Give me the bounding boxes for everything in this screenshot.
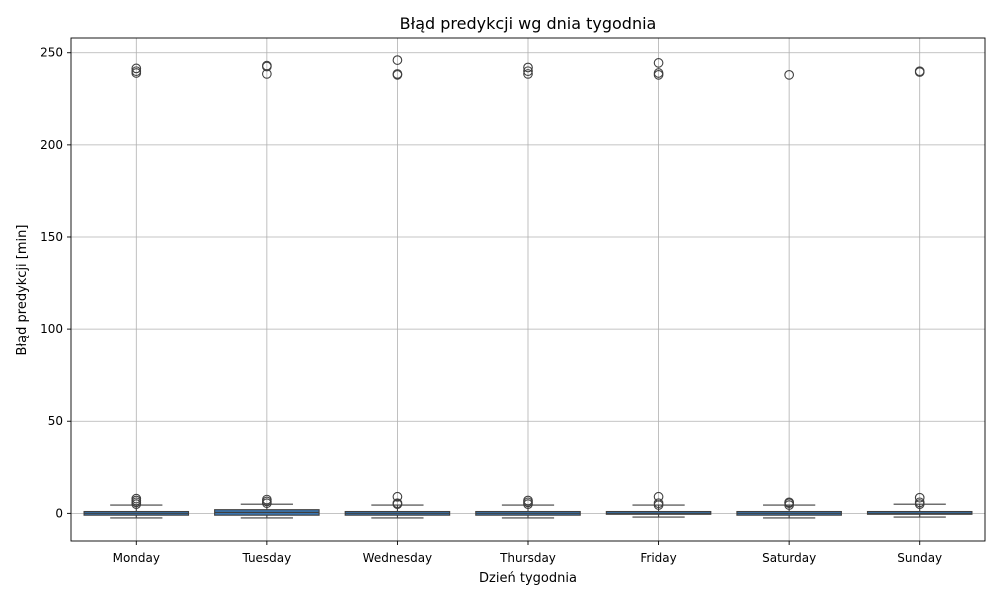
flier-point xyxy=(262,494,272,505)
flier-point xyxy=(523,69,533,79)
box-group-monday xyxy=(83,63,190,519)
flier-point xyxy=(523,66,533,77)
flier-point xyxy=(392,498,403,509)
flier-point xyxy=(784,497,794,508)
flier-point xyxy=(784,69,794,80)
flier-point xyxy=(131,66,142,77)
flier-point xyxy=(131,493,142,504)
axes: 0 50 100 150 200 250 Monday Tuesday Wednesday Thu… xyxy=(40,37,986,565)
plot-area xyxy=(83,55,973,519)
x-tick-label: Monday xyxy=(113,551,160,565)
box-group-tuesday xyxy=(214,60,320,519)
y-tick-label: 250 xyxy=(40,46,63,60)
box-group-saturday xyxy=(736,69,842,519)
flier-point xyxy=(653,68,664,78)
flier-point xyxy=(653,58,664,68)
y-tick-label: 100 xyxy=(40,322,63,336)
x-axis-label: Dzień tygodnia xyxy=(479,571,577,586)
y-tick-label: 50 xyxy=(48,414,63,428)
grid xyxy=(71,38,985,541)
flier-point xyxy=(523,62,533,73)
x-tick-label: Thursday xyxy=(499,551,556,565)
x-tick-label: Friday xyxy=(640,551,676,565)
y-axis-label: Błąd predykcji [min] xyxy=(15,225,30,356)
flier-point xyxy=(392,69,403,79)
flier-point xyxy=(914,497,925,508)
flier-point xyxy=(653,498,664,509)
y-tick-label: 200 xyxy=(40,138,63,152)
box-group-sunday xyxy=(866,66,973,518)
flier-point xyxy=(653,491,664,502)
x-tick-label: Tuesday xyxy=(241,551,291,565)
flier-point xyxy=(914,492,925,503)
y-tick-label: 0 xyxy=(55,506,63,520)
flier-point xyxy=(131,63,142,74)
y-tick-label: 150 xyxy=(40,230,63,244)
x-tick-label: Saturday xyxy=(762,551,816,565)
flier-point xyxy=(392,55,403,65)
box-group-friday xyxy=(605,58,712,518)
flier-point xyxy=(523,495,533,506)
box-group-thursday xyxy=(475,62,581,519)
box-group-wednesday xyxy=(344,55,451,519)
chart-title: Błąd predykcji wg dnia tygodnia xyxy=(400,14,657,33)
flier-point xyxy=(914,66,925,77)
x-tick-label: Sunday xyxy=(897,551,942,565)
x-tick-label: Wednesday xyxy=(363,551,432,565)
flier-point xyxy=(392,491,403,502)
flier-point xyxy=(262,60,272,71)
